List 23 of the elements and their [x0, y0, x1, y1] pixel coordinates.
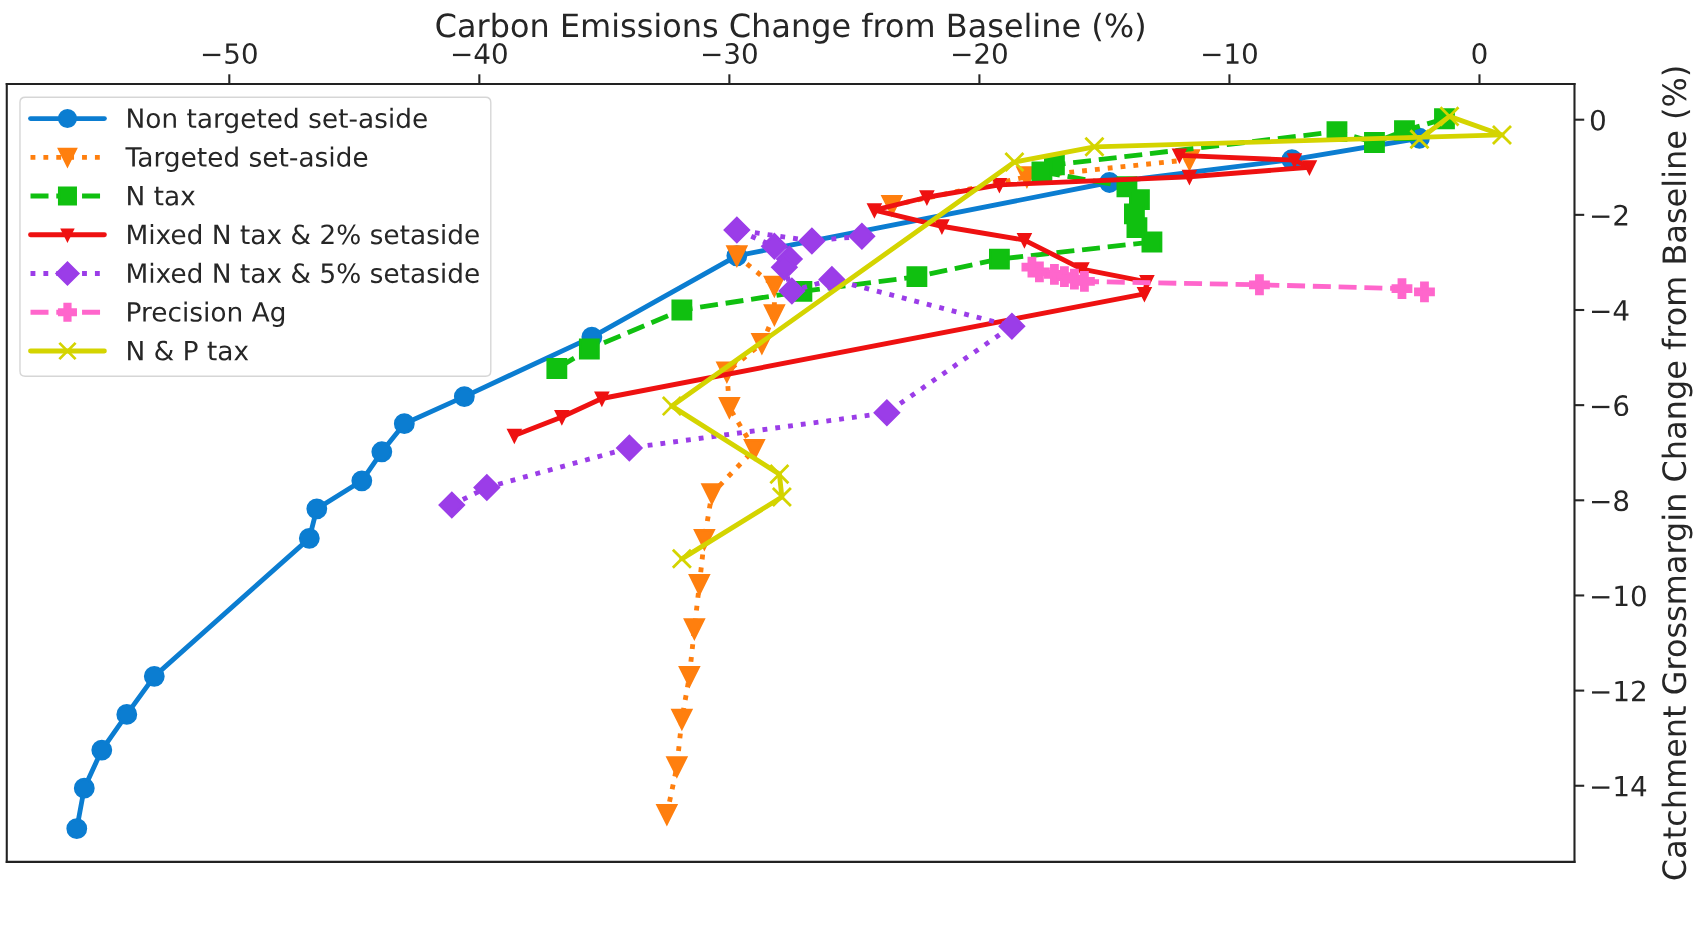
x-axis-title: Carbon Emissions Change from Baseline (%) [436, 12, 1144, 44]
y-tick-label: −4 [1592, 300, 1629, 321]
y-tick-label: −8 [1592, 490, 1629, 512]
y-tick-label: −10 [1592, 585, 1646, 607]
y-tick-label: −14 [1592, 776, 1647, 797]
legend-label: N tax [128, 186, 195, 206]
x-tick-label: −20 [953, 43, 1007, 65]
x-tick-label: −10 [1203, 43, 1257, 65]
y-tick-label: 0 [1590, 109, 1605, 131]
y-tick-label: −2 [1592, 204, 1628, 226]
x-tick-label: 0 [1472, 43, 1487, 65]
legend-label: Mixed N tax & 2% setaside [128, 223, 479, 245]
legend-label: Precision Ag [128, 301, 285, 327]
x-tick-label: −50 [202, 43, 257, 65]
legend-label: Mixed N tax & 5% setaside [128, 262, 479, 284]
x-tick-label: −30 [703, 43, 757, 65]
legend-label: Non targeted set-aside [128, 107, 427, 134]
legend-label: N & P tax [128, 340, 249, 361]
x-tick-label: −40 [452, 43, 507, 65]
y-tick-label: −12 [1592, 680, 1645, 702]
y-tick-label: −6 [1592, 395, 1629, 417]
y-axis-title: Catchment Grossmargin Change from Baseline (%) [1661, 67, 1693, 880]
legend-label: Targeted set-aside [125, 146, 368, 173]
